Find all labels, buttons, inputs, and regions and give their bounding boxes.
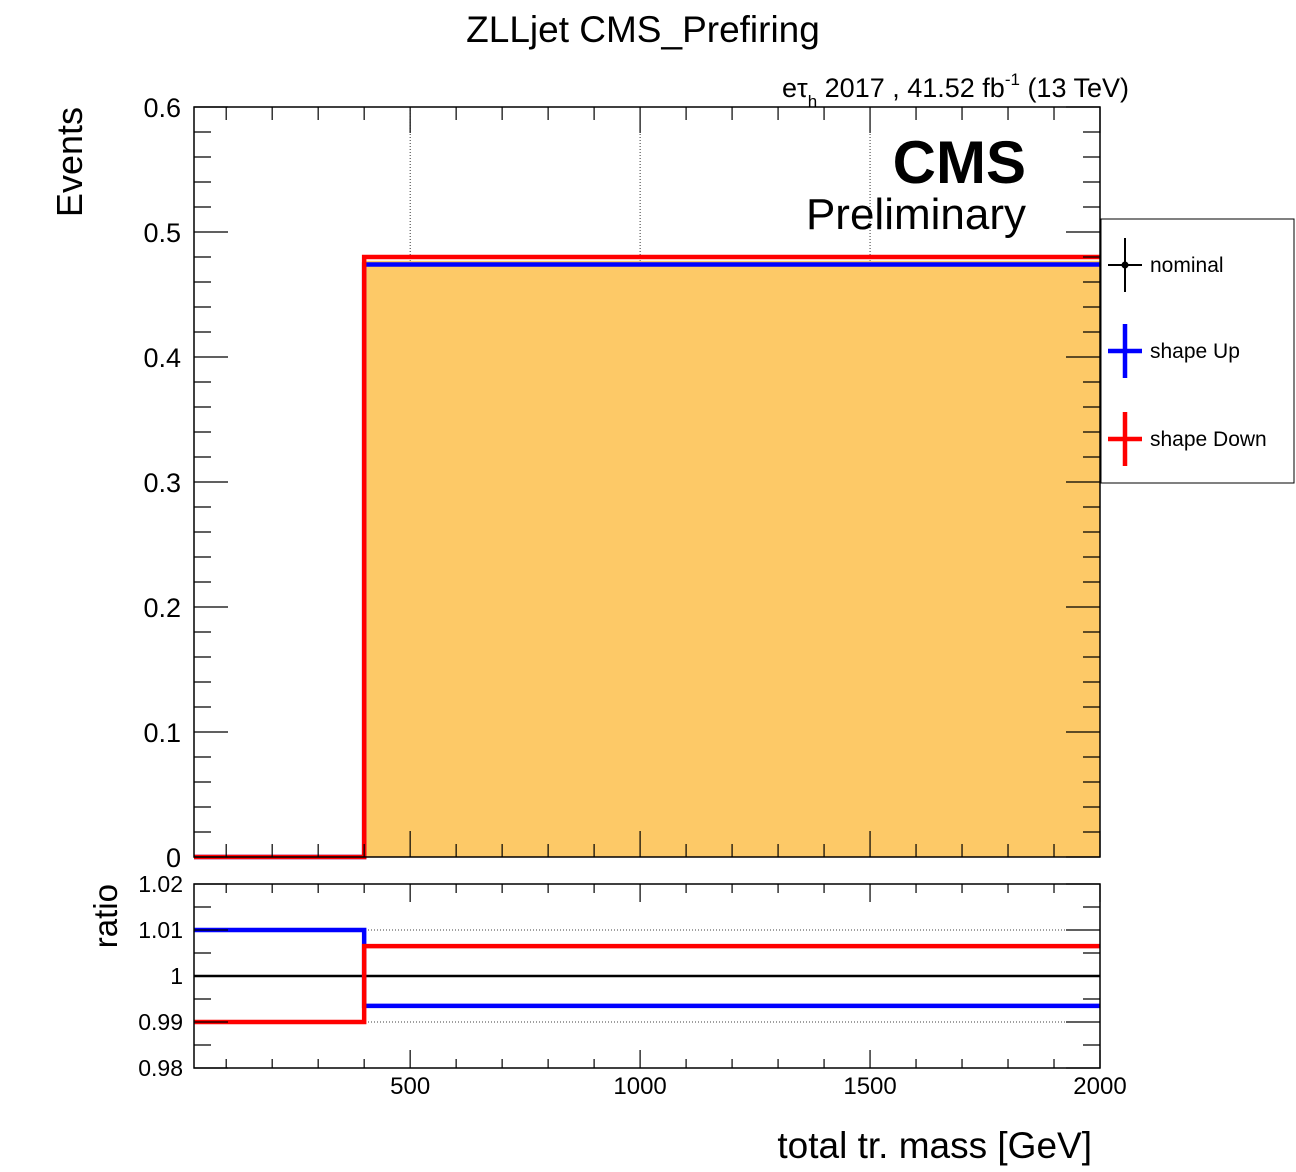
channel-tau: τ xyxy=(797,73,808,103)
y-axis-label: Events xyxy=(49,107,90,217)
lumi-exponent: -1 xyxy=(1005,70,1020,89)
nominal-bar xyxy=(364,260,1100,857)
ratio-y-tick-label: 1 xyxy=(170,963,183,989)
ratio-y-axis-label: ratio xyxy=(87,884,124,948)
main-y-tick-labels: 0 0.1 0.2 0.3 0.4 0.5 0.6 xyxy=(143,93,181,873)
main-y-tick-label: 0.6 xyxy=(143,93,181,123)
lumi-label: eτh 2017 , 41.52 fb-1 (13 TeV) xyxy=(782,70,1129,111)
main-fill xyxy=(364,260,1100,857)
legend: nominal shape Up shape Down xyxy=(1100,218,1295,484)
main-y-tick-label: 0.4 xyxy=(143,343,181,373)
ratio-y-tick-label: 0.98 xyxy=(138,1055,183,1081)
energy-label: (13 TeV) xyxy=(1020,73,1129,103)
ratio-ticks xyxy=(194,883,1101,1069)
main-y-tick-label: 0.1 xyxy=(143,718,181,748)
legend-label: shape Up xyxy=(1150,340,1240,363)
main-panel: 0 0.1 0.2 0.3 0.4 0.5 0.6 Events CMS Prelimina… xyxy=(49,93,1101,873)
x-axis-label: total tr. mass [GeV] xyxy=(777,1125,1092,1166)
legend-items: nominal shape Up shape Down xyxy=(1108,238,1267,466)
main-y-tick-label: 0.5 xyxy=(143,218,181,248)
lumi-text: 2017 , 41.52 fb xyxy=(817,73,1005,103)
main-y-tick-label: 0 xyxy=(166,843,181,873)
ratio-y-tick-label: 0.99 xyxy=(138,1009,183,1035)
channel-prefix: e xyxy=(782,73,797,103)
ratio-x-tick-label: 500 xyxy=(390,1073,430,1100)
ratio-series xyxy=(194,927,1100,1025)
main-ticks xyxy=(194,106,1101,858)
chart-title: ZLLjet CMS_Prefiring xyxy=(466,9,820,50)
legend-label: nominal xyxy=(1150,254,1224,277)
ratio-y-tick-label: 1.02 xyxy=(138,871,183,897)
channel-subscript: h xyxy=(808,92,817,111)
cms-label: CMS xyxy=(893,129,1026,196)
ratio-y-tick-label: 1.01 xyxy=(138,917,183,943)
legend-item: shape Down xyxy=(1108,412,1267,466)
legend-item: shape Up xyxy=(1108,324,1240,378)
main-y-tick-label: 0.3 xyxy=(143,468,181,498)
ratio-y-tick-labels: 0.98 0.99 1 1.01 1.02 xyxy=(138,871,183,1081)
ratio-x-tick-labels: 500 1000 1500 2000 xyxy=(390,1073,1127,1100)
legend-label: shape Down xyxy=(1150,428,1267,451)
ratio-x-tick-label: 2000 xyxy=(1073,1073,1126,1100)
ratio-x-tick-label: 1000 xyxy=(613,1073,666,1100)
cms-preliminary-label: Preliminary xyxy=(806,190,1026,239)
main-y-tick-label: 0.2 xyxy=(143,593,181,623)
ratio-shape-down-line xyxy=(194,943,1100,1025)
ratio-shape-up-line xyxy=(194,927,1100,1009)
legend-marker-dot xyxy=(1121,261,1129,269)
legend-item: nominal xyxy=(1108,238,1224,292)
ratio-x-tick-label: 1500 xyxy=(843,1073,896,1100)
